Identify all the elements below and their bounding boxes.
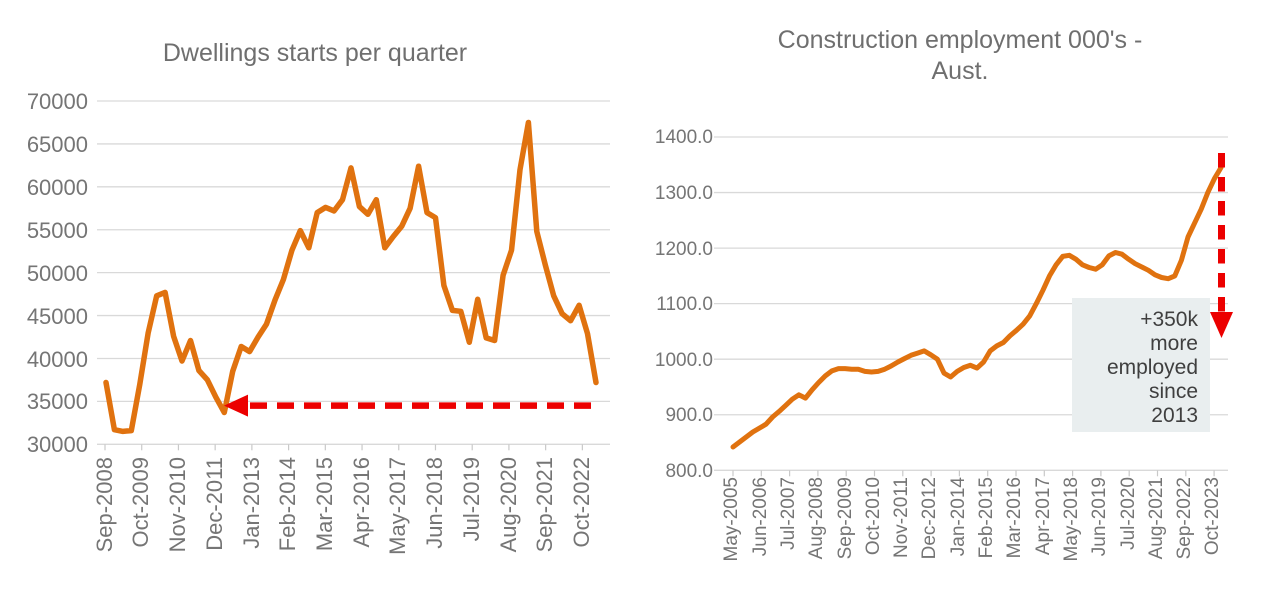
callout-text-line: more bbox=[1150, 332, 1198, 355]
x-axis-tick-label: May-2018 bbox=[1060, 477, 1082, 562]
x-axis-tick-label: Jul-2020 bbox=[1117, 477, 1139, 550]
x-axis-tick-label: Oct-2010 bbox=[862, 477, 884, 556]
callout-text-line: +350k bbox=[1140, 308, 1198, 331]
callout-box: +350k more employed since 2013 bbox=[1072, 298, 1210, 432]
y-axis-tick-label: 50000 bbox=[26, 260, 88, 286]
x-axis-tick-label: Sep-2009 bbox=[834, 477, 856, 560]
x-axis-tick-label: Jul-2007 bbox=[777, 477, 799, 550]
callout-text-line: since bbox=[1148, 380, 1198, 403]
y-axis-tick-label: 1300.0 bbox=[654, 183, 713, 204]
y-axis-tick-label: 1000.0 bbox=[654, 349, 713, 371]
decline-arrow-down-head bbox=[1210, 312, 1233, 338]
y-axis-tick-label: 1100.0 bbox=[656, 294, 713, 316]
y-axis-tick-label: 30000 bbox=[26, 432, 88, 458]
y-axis-tick-label: 1200.0 bbox=[654, 238, 713, 260]
y-axis-tick-label: 1400.0 bbox=[654, 127, 713, 149]
x-axis-tick-label: May-2005 bbox=[721, 477, 743, 562]
x-axis-tick-label: Mar-2016 bbox=[1004, 477, 1026, 559]
right-chart-title: Construction employment 000's - Aust. bbox=[700, 25, 1220, 87]
x-axis-tick-label: Oct-2023 bbox=[1202, 477, 1224, 556]
x-axis-tick-label: Feb-2015 bbox=[976, 477, 998, 559]
left-chart-title: Dwellings starts per quarter bbox=[162, 39, 468, 67]
right-chart-title-line2: Aust. bbox=[931, 57, 989, 85]
x-axis-tick-label: Sep-2022 bbox=[1174, 477, 1196, 560]
y-axis-tick-label: 900.0 bbox=[665, 405, 713, 427]
x-axis-tick-label: Aug-2008 bbox=[806, 477, 828, 560]
employment-series-line bbox=[730, 165, 1224, 450]
callout-text-line: 2013 bbox=[1151, 404, 1198, 427]
y-axis-tick-label: 800.0 bbox=[665, 460, 713, 482]
dwellings-series-line bbox=[103, 119, 599, 435]
trough-arrow-left-head bbox=[224, 394, 248, 417]
y-axis-tick-label: 65000 bbox=[26, 132, 88, 157]
callout-text-line: employed bbox=[1106, 356, 1198, 379]
y-axis-tick-label: 40000 bbox=[26, 346, 88, 372]
x-axis-tick-label: Apr-2017 bbox=[1032, 477, 1054, 556]
y-axis-tick-label: 35000 bbox=[26, 389, 88, 415]
x-axis-tick-label: Aug-2021 bbox=[1145, 477, 1167, 560]
y-axis-tick-label: 55000 bbox=[26, 217, 88, 243]
y-axis-tick-label: 60000 bbox=[26, 174, 88, 200]
x-axis-tick-label: Dec-2012 bbox=[919, 477, 941, 560]
x-axis-tick-label: Nov-2011 bbox=[891, 477, 913, 558]
x-axis-tick-label: Jan-2014 bbox=[947, 477, 969, 557]
right-chart-title-line1: Construction employment 000's - bbox=[777, 26, 1143, 54]
y-axis-tick-label: 45000 bbox=[26, 303, 88, 329]
x-axis-tick-label: Jun-2019 bbox=[1089, 477, 1111, 557]
x-axis-tick-label: Jun-2006 bbox=[749, 477, 771, 557]
y-axis-tick-label: 70000 bbox=[26, 89, 88, 115]
